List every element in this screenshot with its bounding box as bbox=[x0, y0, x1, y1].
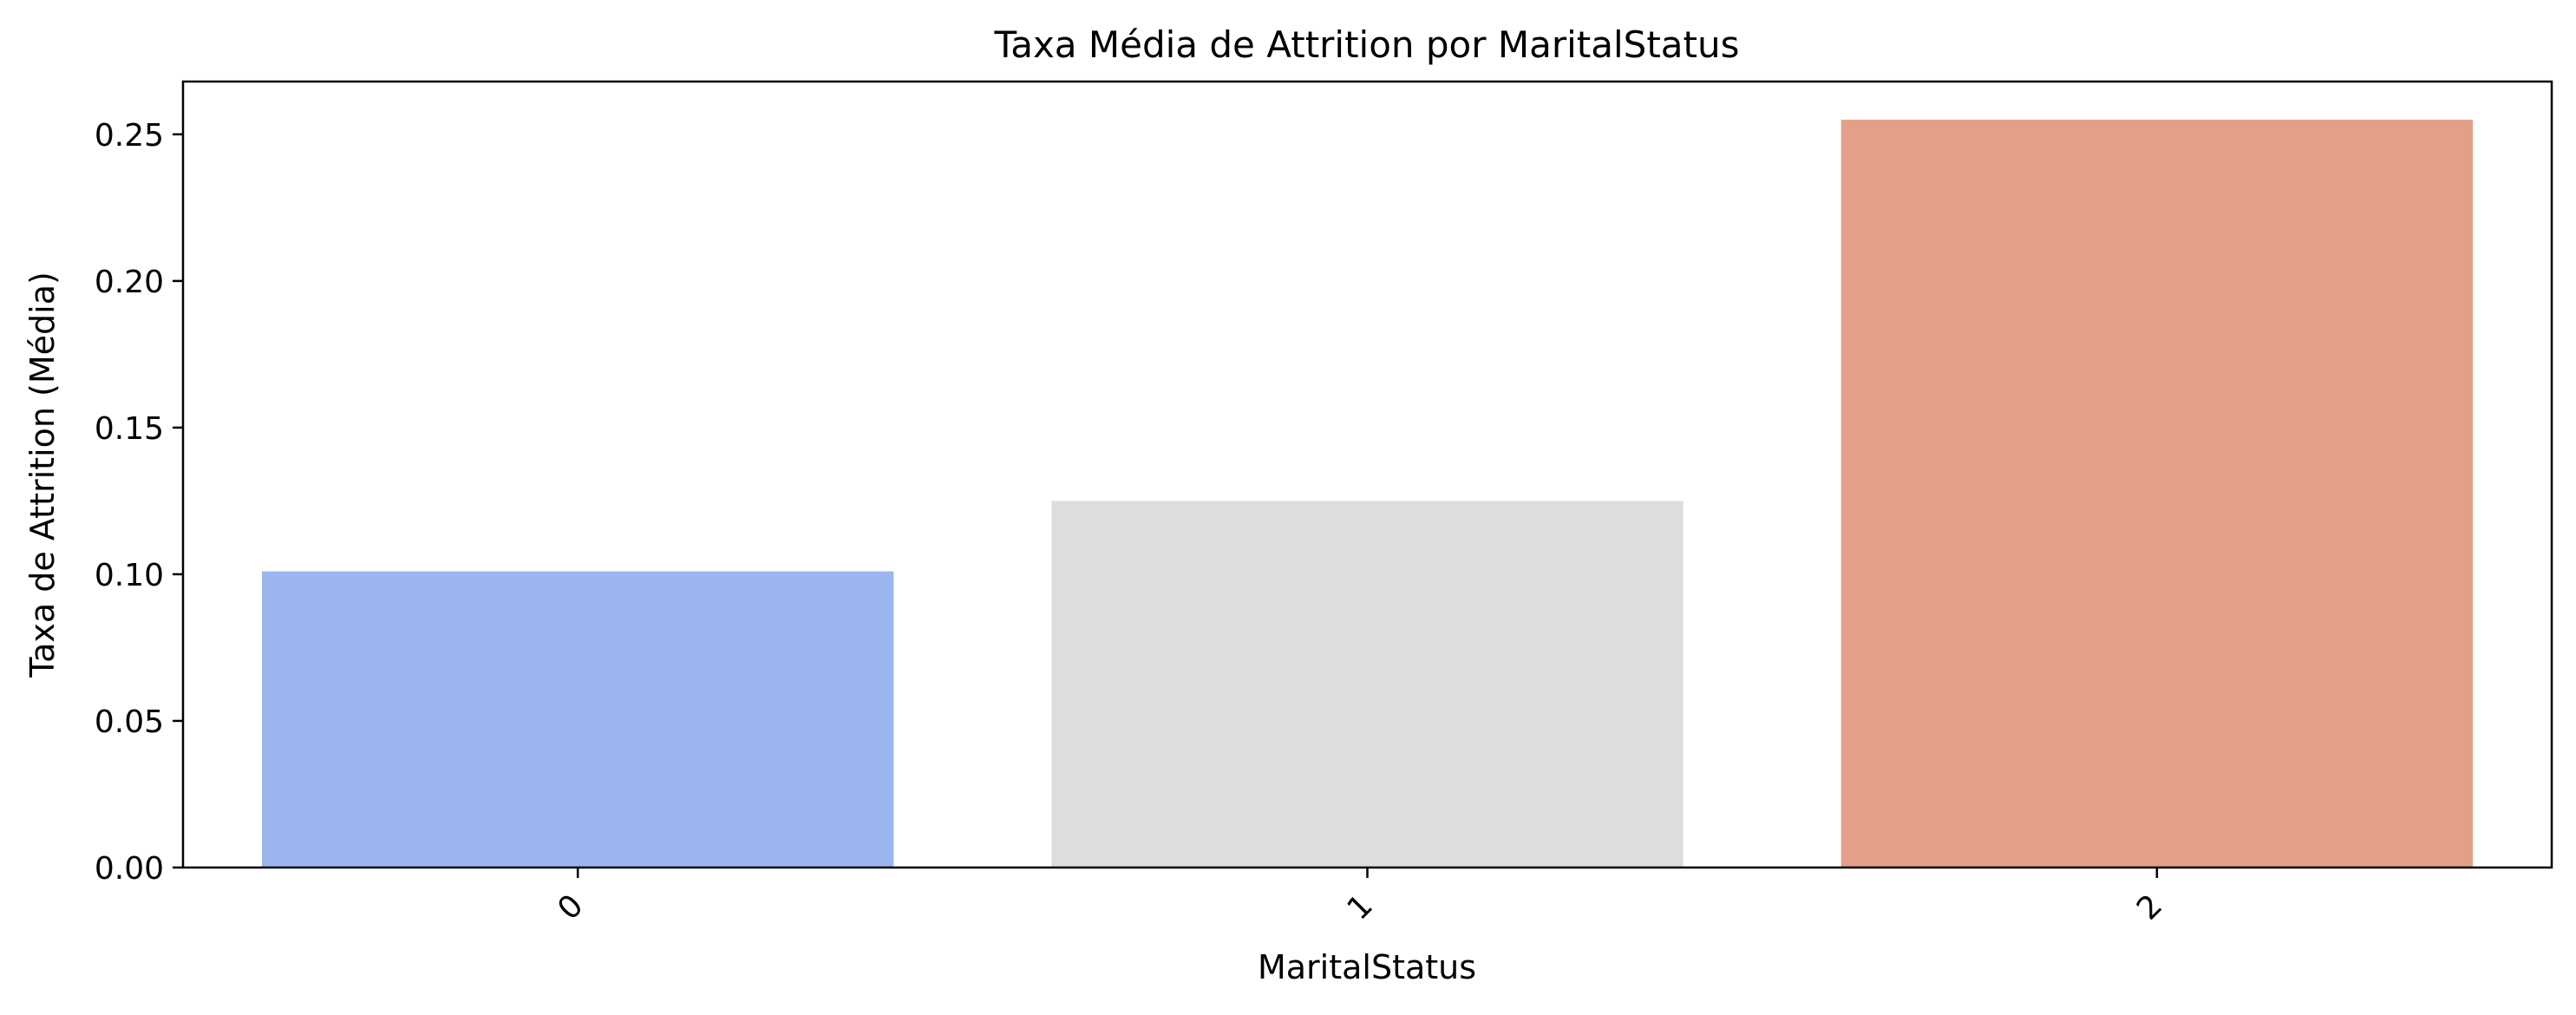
y-tick-label: 0.20 bbox=[95, 265, 164, 300]
y-tick-label: 0.05 bbox=[95, 704, 164, 740]
bar-0 bbox=[262, 571, 894, 868]
x-tick-label: 2 bbox=[2130, 887, 2169, 927]
x-axis-label: MaritalStatus bbox=[1258, 948, 1476, 986]
y-tick-label: 0.25 bbox=[95, 118, 164, 154]
y-tick-label: 0.00 bbox=[95, 851, 164, 887]
x-tick-label: 1 bbox=[1341, 887, 1380, 927]
y-tick-label: 0.15 bbox=[95, 411, 164, 447]
x-tick-label: 0 bbox=[551, 887, 590, 927]
x-axis: 0 1 2 bbox=[551, 868, 2169, 927]
bar-1 bbox=[1051, 501, 1684, 868]
bars-layer bbox=[262, 119, 2473, 868]
y-tick-label: 0.10 bbox=[95, 558, 164, 593]
y-axis-label: Taxa de Attrition (Média) bbox=[23, 272, 62, 678]
chart-title: Taxa Média de Attrition por MaritalStatu… bbox=[994, 23, 1740, 66]
y-axis: 0.00 0.05 0.10 0.15 0.20 0.25 bbox=[95, 118, 183, 887]
plot-frame bbox=[181, 80, 2553, 869]
bar-2 bbox=[1840, 119, 2473, 868]
